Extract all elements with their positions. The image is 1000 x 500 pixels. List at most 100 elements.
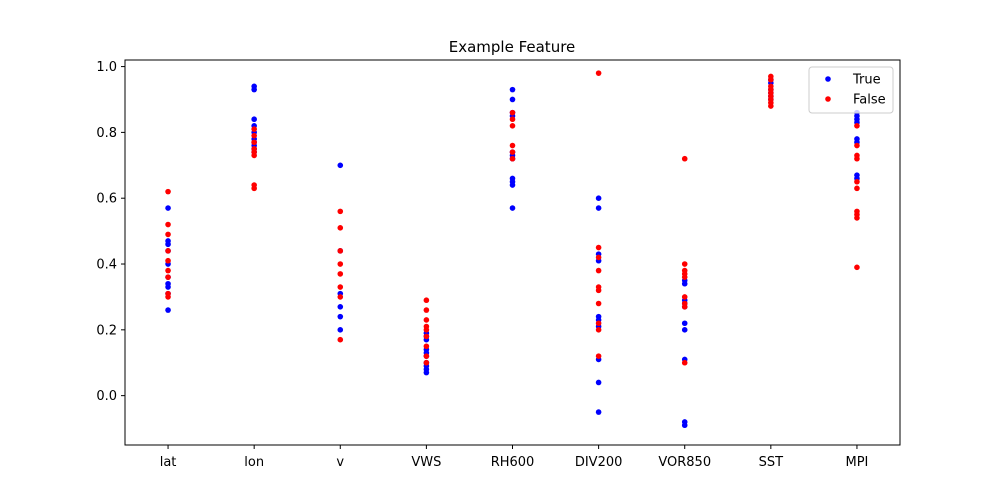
data-point [337, 261, 344, 267]
data-point [251, 126, 257, 132]
data-point [337, 162, 344, 169]
y-tick-label: 0.4 [96, 258, 117, 273]
data-point [768, 76, 774, 83]
data-point [165, 241, 171, 248]
data-point [509, 142, 516, 149]
data-point [423, 333, 430, 340]
data-point [165, 274, 171, 280]
legend-label: True [852, 73, 881, 88]
y-tick-label: 1.0 [96, 60, 117, 75]
data-point [423, 297, 430, 304]
data-point [337, 248, 344, 254]
data-point [595, 244, 602, 251]
data-point [681, 320, 688, 327]
data-point [165, 231, 171, 238]
x-tick-label: VOR850 [658, 455, 711, 470]
data-point [337, 225, 344, 231]
legend-label: False [853, 93, 886, 108]
data-point [165, 307, 171, 313]
x-tick-label: DIV200 [575, 455, 623, 470]
data-point [854, 178, 860, 185]
data-point [165, 248, 171, 254]
data-point [423, 317, 430, 323]
data-point [681, 303, 688, 310]
data-point [681, 294, 688, 300]
data-point [251, 152, 257, 159]
data-point [681, 359, 688, 366]
data-point [337, 327, 344, 333]
data-point [251, 185, 257, 192]
data-point [423, 369, 430, 376]
chart-title: Example Feature [449, 38, 576, 56]
y-tick-label: 0.0 [96, 389, 117, 404]
x-tick-label: lat [160, 455, 177, 470]
series-true [165, 76, 860, 429]
data-point [423, 359, 430, 366]
data-point [337, 303, 344, 310]
data-point [423, 307, 430, 313]
data-point [165, 221, 171, 228]
data-point [681, 155, 688, 162]
data-point [595, 379, 602, 386]
data-point [165, 257, 171, 264]
data-point [165, 188, 171, 195]
data-point [509, 123, 516, 129]
data-point [165, 294, 171, 300]
data-point [337, 294, 344, 300]
data-point [251, 86, 257, 93]
x-tick-label: lon [244, 455, 264, 470]
data-point [681, 327, 688, 333]
data-point [854, 215, 860, 221]
legend-marker [825, 76, 831, 82]
data-point [595, 353, 602, 359]
x-tick-label: VWS [411, 455, 441, 470]
y-tick-label: 0.6 [96, 192, 117, 207]
series-false [165, 70, 860, 366]
data-point [251, 116, 257, 123]
y-tick-label: 0.8 [96, 126, 117, 141]
data-point [423, 343, 430, 350]
data-point [423, 353, 430, 359]
data-point [509, 149, 516, 155]
data-point [165, 284, 171, 290]
data-point [854, 123, 860, 129]
data-point [681, 422, 688, 429]
data-point [165, 205, 171, 211]
data-point [854, 264, 860, 271]
data-point [423, 327, 430, 333]
x-tick-label: SST [759, 455, 784, 470]
legend-marker [825, 96, 831, 102]
data-point [595, 205, 602, 211]
legend: True False [808, 66, 894, 114]
data-point [595, 409, 602, 415]
data-point [337, 208, 344, 215]
data-point [165, 267, 171, 274]
x-tick-label: RH600 [491, 455, 535, 470]
data-point [509, 116, 516, 123]
data-point [337, 313, 344, 320]
data-point [854, 155, 860, 162]
data-point [595, 287, 602, 294]
data-point [854, 185, 860, 192]
data-point [595, 195, 602, 202]
data-point [595, 300, 602, 307]
data-point [854, 142, 860, 149]
data-point [337, 336, 344, 343]
data-points [165, 70, 860, 429]
x-tick-label: MPI [845, 455, 868, 470]
data-point [251, 139, 257, 146]
data-point [509, 182, 516, 188]
data-point [595, 267, 602, 274]
data-point [681, 274, 688, 280]
data-point [509, 155, 516, 162]
data-point [337, 284, 344, 290]
data-point [251, 132, 257, 139]
data-point [509, 109, 516, 116]
data-point [337, 271, 344, 277]
data-point [768, 103, 774, 109]
data-point [681, 280, 688, 287]
x-tick-label: v [336, 455, 344, 470]
data-point [595, 70, 602, 76]
y-tick-label: 0.2 [96, 323, 117, 338]
